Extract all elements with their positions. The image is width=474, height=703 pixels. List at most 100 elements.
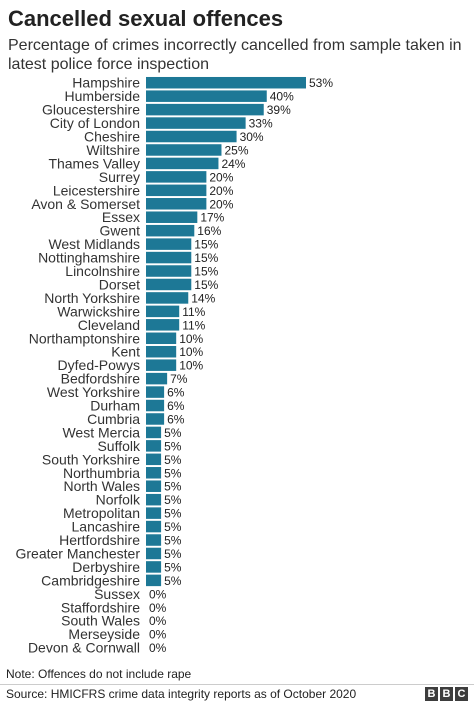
bar	[146, 507, 162, 519]
bar	[146, 103, 264, 116]
value-label: 5%	[164, 520, 182, 534]
category-label: Derbyshire	[72, 559, 140, 575]
value-label: 20%	[209, 170, 233, 184]
value-label: 0%	[149, 587, 167, 601]
value-label: 0%	[149, 628, 167, 642]
bar	[146, 305, 180, 318]
value-label: 6%	[167, 412, 185, 426]
bar	[146, 440, 162, 452]
bar	[146, 399, 165, 412]
value-label: 10%	[179, 345, 203, 359]
category-label: South Yorkshire	[42, 451, 140, 467]
bar	[146, 251, 192, 264]
value-label: 5%	[164, 466, 182, 480]
value-label: 11%	[182, 305, 205, 319]
category-label: Suffolk	[97, 438, 141, 454]
category-label: West Yorkshire	[47, 384, 140, 400]
bar	[146, 426, 162, 439]
category-label: Wiltshire	[86, 142, 140, 158]
category-label: Cambridgeshire	[41, 572, 140, 588]
bar	[146, 278, 192, 291]
category-label: Dorset	[99, 276, 140, 292]
category-label: North Wales	[63, 478, 140, 494]
bbc-logo-letter-3: C	[455, 687, 468, 701]
category-label: Thames Valley	[48, 155, 140, 171]
value-label: 39%	[267, 103, 291, 117]
value-label: 0%	[149, 614, 167, 628]
bar	[146, 547, 162, 560]
bar	[146, 359, 177, 371]
value-label: 0%	[149, 641, 167, 655]
category-label: Cumbria	[87, 411, 140, 427]
bar	[146, 413, 165, 425]
value-label: 15%	[194, 238, 218, 252]
bar	[146, 211, 198, 223]
bar	[146, 292, 189, 304]
source-text: Source: HMICFRS crime data integrity rep…	[6, 687, 357, 701]
bar	[146, 238, 192, 250]
bar	[146, 198, 207, 210]
value-label: 5%	[164, 426, 182, 440]
value-label: 24%	[221, 157, 245, 171]
bar	[146, 224, 195, 237]
bar	[146, 386, 165, 398]
bar	[146, 184, 207, 197]
category-label: Northamptonshire	[29, 330, 140, 346]
bar	[146, 157, 219, 170]
value-label: 5%	[164, 507, 182, 521]
category-label: Norfolk	[96, 492, 141, 508]
value-label: 30%	[240, 130, 264, 144]
footer-divider	[0, 684, 474, 685]
value-label: 5%	[164, 493, 182, 507]
category-label: City of London	[50, 115, 140, 131]
value-label: 5%	[164, 439, 182, 453]
value-label: 10%	[179, 359, 203, 373]
category-label: Staffordshire	[61, 599, 140, 615]
value-label: 6%	[167, 386, 185, 400]
bar	[146, 90, 267, 102]
bar	[146, 332, 177, 345]
value-label: 7%	[170, 372, 188, 386]
category-label: Cheshire	[84, 129, 140, 145]
category-label: Leicestershire	[53, 182, 140, 198]
bar	[146, 561, 162, 573]
category-label: Durham	[90, 398, 140, 414]
bar	[146, 453, 162, 466]
value-label: 14%	[191, 291, 215, 305]
category-label: Cleveland	[78, 317, 140, 333]
category-label: Nottinghamshire	[38, 250, 140, 266]
category-label: South Wales	[61, 613, 140, 629]
bar	[146, 319, 180, 331]
category-label: Merseyside	[68, 626, 140, 642]
value-label: 20%	[209, 184, 233, 198]
category-label: Lincolnshire	[65, 263, 140, 279]
category-label: West Midlands	[48, 236, 140, 252]
bar	[146, 493, 162, 506]
value-label: 5%	[164, 574, 182, 588]
value-label: 5%	[164, 453, 182, 467]
value-label: 11%	[182, 318, 205, 332]
bar	[146, 117, 246, 129]
bar	[146, 467, 162, 479]
category-label: Northumbria	[63, 465, 140, 481]
category-label: Humberside	[65, 88, 141, 104]
value-label: 40%	[270, 90, 294, 104]
category-label: Bedfordshire	[61, 371, 141, 387]
category-label: Hampshire	[72, 75, 140, 91]
category-label: West Mercia	[62, 424, 140, 440]
value-label: 10%	[179, 332, 203, 346]
bar	[146, 480, 162, 492]
value-label: 15%	[194, 265, 218, 279]
category-label: Dyfed-Powys	[58, 357, 140, 373]
bar	[146, 171, 207, 183]
bar	[146, 144, 222, 156]
chart-title: Cancelled sexual offences	[8, 6, 284, 31]
bar	[146, 76, 306, 89]
category-label: Sussex	[94, 586, 140, 602]
value-label: 5%	[164, 534, 182, 548]
bar	[146, 130, 237, 143]
value-label: 33%	[249, 117, 273, 131]
category-label: Metropolitan	[63, 505, 140, 521]
category-label: Gloucestershire	[42, 102, 140, 118]
value-label: 5%	[164, 547, 182, 561]
